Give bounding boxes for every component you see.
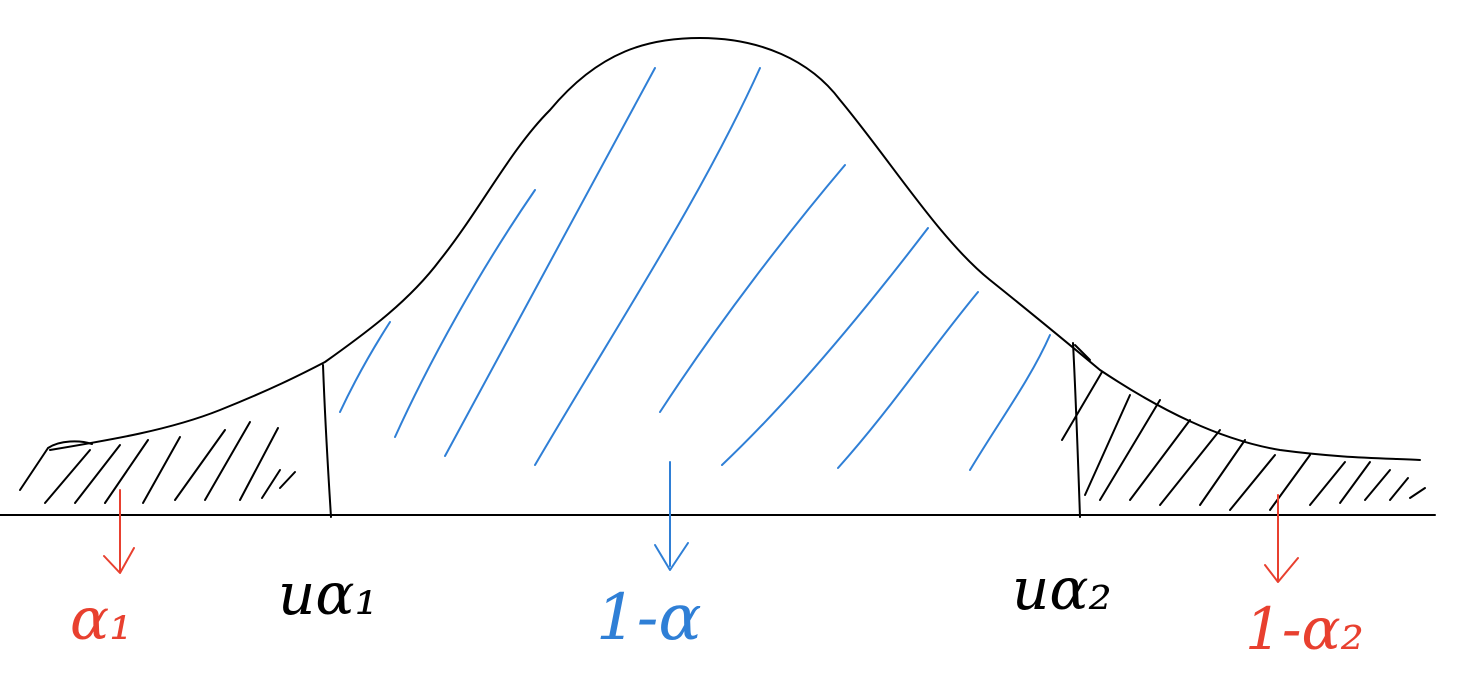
center-arrow [654, 461, 689, 571]
left-tail-arrow [103, 489, 135, 574]
left-tail-label: α₁ [70, 585, 133, 653]
right-critical-line [1072, 342, 1081, 518]
right-tail-label: 1-α₂ [1245, 595, 1364, 663]
right-tail-arrow [1264, 494, 1299, 583]
density-curve [49, 37, 1421, 461]
center-region-hatching [339, 67, 1051, 471]
left-tail-hatching [19, 421, 296, 504]
right-critical-value-label: uα₂ [1012, 555, 1112, 623]
left-critical-line [322, 364, 332, 518]
left-critical-value-label: uα₁ [278, 560, 378, 628]
center-area-label: 1-α [596, 581, 702, 655]
right-tail-hatching [1061, 344, 1426, 511]
